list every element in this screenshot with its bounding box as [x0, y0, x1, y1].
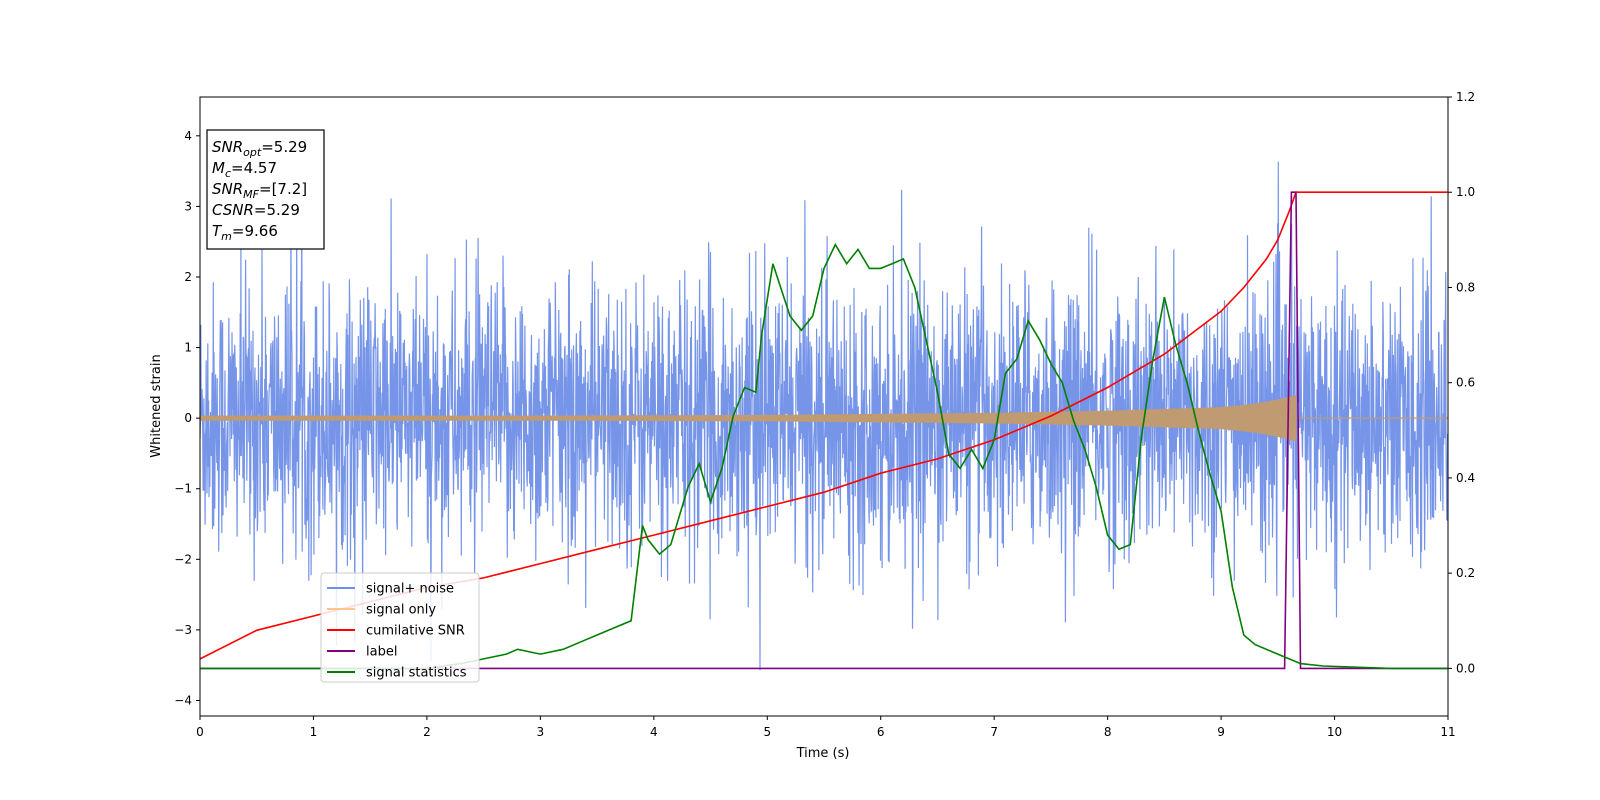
- annotation-value: =5.29: [254, 201, 300, 219]
- annotation-frame: [206, 129, 325, 250]
- y2-tick-label: 0.6: [1456, 376, 1475, 390]
- annotation-box: SNRopt=5.29Mc=4.57SNRMF=[7.2]CSNR=5.29Tm…: [206, 129, 325, 250]
- legend: signal+ noise signal only cumilative SNR la…: [320, 572, 480, 683]
- legend-label: cumilative SNR: [366, 624, 465, 639]
- x-tick-label: 4: [650, 725, 658, 739]
- x-tick-label: 1: [310, 725, 318, 739]
- y-tick-label: −3: [174, 623, 192, 637]
- y-axis-right: 0.0 0.2 0.4 0.6 0.8 1.0 1.2: [1448, 90, 1475, 675]
- annotation-symbol: T: [212, 222, 223, 240]
- annotation-symbol: CSNR: [212, 201, 254, 219]
- y2-tick-label: 0.2: [1456, 566, 1475, 580]
- x-tick-label: 8: [1104, 725, 1112, 739]
- plot-frame: [199, 96, 1449, 717]
- x-tick-label: 10: [1327, 725, 1342, 739]
- annotation-subscript: MF: [243, 188, 259, 201]
- annotation-subscript: opt: [243, 146, 262, 159]
- annotation-subscript: m: [221, 230, 232, 243]
- legend-label: signal statistics: [366, 666, 467, 681]
- annotation-value: =5.29: [261, 138, 307, 156]
- y2-tick-label: 0.4: [1456, 471, 1475, 485]
- y-tick-label: 2: [184, 270, 192, 284]
- annotation-symbol: SNR: [212, 138, 243, 156]
- legend-label: signal+ noise: [366, 582, 454, 597]
- annotation-value: =9.66: [232, 222, 278, 240]
- y2-tick-label: 1.2: [1456, 90, 1475, 104]
- x-tick-label: 11: [1440, 725, 1455, 739]
- y-tick-label: −1: [174, 482, 192, 496]
- y-tick-label: −4: [174, 693, 192, 707]
- x-tick-label: 6: [877, 725, 885, 739]
- x-tick-label: 5: [763, 725, 771, 739]
- x-tick-label: 9: [1217, 725, 1225, 739]
- y-tick-label: 4: [184, 129, 192, 143]
- x-tick-label: 0: [196, 725, 204, 739]
- annotation-value: =[7.2]: [259, 180, 307, 198]
- series-signal-statistics: [200, 242, 1448, 670]
- x-axis-label: Time (s): [796, 746, 850, 761]
- y2-tick-label: 0.8: [1456, 280, 1475, 294]
- y2-tick-label: 1.0: [1456, 185, 1475, 199]
- annotation-line: CSNR=5.29: [212, 201, 300, 219]
- annotation-line: Mc=4.57: [212, 159, 277, 180]
- x-tick-label: 7: [990, 725, 998, 739]
- annotation-subscript: c: [225, 167, 231, 180]
- annotation-line: Tm=9.66: [212, 222, 278, 243]
- annotation-symbol: M: [212, 159, 225, 177]
- legend-frame: [320, 572, 480, 683]
- y-tick-label: 0: [184, 411, 192, 425]
- y-axis-label: Whitened strain: [149, 354, 164, 457]
- series-signal-only: [200, 395, 1297, 442]
- legend-label: signal only: [366, 603, 436, 618]
- y-tick-label: 1: [184, 341, 192, 355]
- annotation-value: =4.57: [231, 159, 277, 177]
- annotation-line: SNRMF=[7.2]: [212, 180, 307, 201]
- legend-label: label: [366, 645, 397, 660]
- y-axis-left: −4 −3 −2 −1 0 1 2 3 4: [174, 129, 200, 707]
- y2-tick-label: 0.0: [1456, 661, 1475, 675]
- annotation-line: SNRopt=5.29: [212, 138, 307, 159]
- x-tick-label: 2: [423, 725, 431, 739]
- series-signal-noise: [200, 161, 1448, 671]
- y-tick-label: 3: [184, 199, 192, 213]
- y-tick-label: −2: [174, 552, 192, 566]
- series-label: [200, 191, 1448, 670]
- x-axis: 0 1 2 3 4 5 6 7 8 9 10 11: [196, 716, 1456, 739]
- annotation-symbol: SNR: [212, 180, 243, 198]
- x-tick-label: 3: [537, 725, 545, 739]
